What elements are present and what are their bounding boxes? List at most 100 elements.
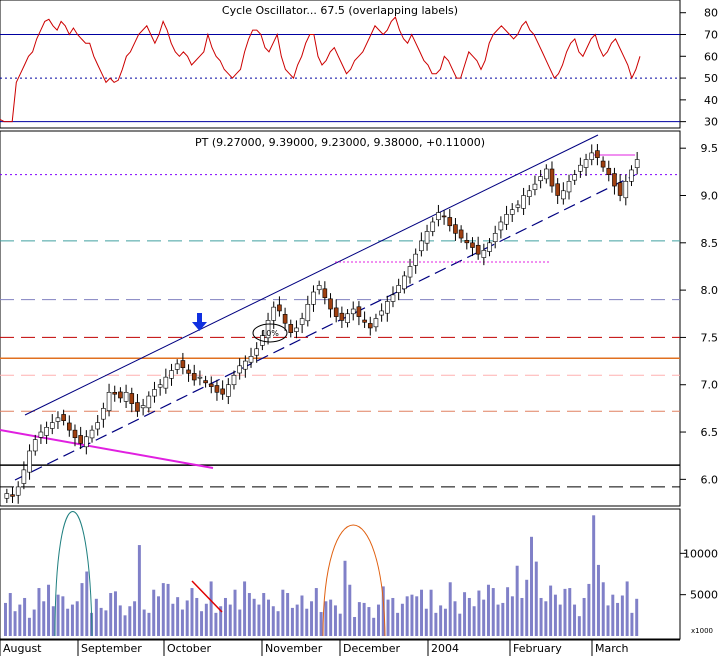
candle-body [373, 318, 379, 328]
y-tick-label: 6.5 [701, 426, 719, 439]
candle-body [55, 417, 61, 422]
volume-bar [630, 612, 634, 636]
volume-bar [429, 589, 433, 636]
candle-body [169, 370, 174, 379]
volume-bar [209, 581, 213, 636]
candle-body [333, 307, 339, 317]
y-tick-label: 30 [704, 116, 718, 129]
arrow-icon [192, 313, 207, 331]
volume-bar [70, 604, 74, 636]
candle-body [15, 486, 21, 496]
volume-bar [23, 597, 27, 636]
volume-bar [362, 602, 366, 636]
volume-bar [295, 604, 299, 636]
y-tick-label: 10000 [683, 547, 718, 560]
candle-body [140, 405, 146, 409]
candle-body [458, 229, 464, 239]
volume-bar [343, 560, 347, 636]
candle-body [32, 439, 38, 452]
candle-body [328, 298, 333, 310]
volume-bar [214, 612, 218, 636]
volume-bar [47, 584, 51, 636]
volume-bar [357, 602, 361, 636]
volume-bar [185, 600, 189, 636]
volume-bar [353, 616, 357, 636]
candle-body [316, 285, 322, 291]
volume-bar [620, 595, 624, 636]
candle-body [174, 363, 180, 370]
candle-body [89, 429, 95, 439]
candle-body [413, 253, 418, 266]
candle-body [106, 391, 112, 411]
candle-body [197, 376, 203, 379]
volume-bar [563, 588, 567, 636]
volume-bar [491, 588, 495, 636]
volume-bar [338, 613, 342, 636]
candlestick-series [4, 144, 640, 504]
candle-body [629, 169, 634, 182]
y-tick-label: 8.5 [701, 237, 719, 250]
volume-bar [420, 589, 424, 636]
candle-body [231, 374, 237, 386]
candle-body [180, 360, 186, 368]
candle-body [203, 380, 208, 384]
month-label: October [167, 642, 211, 655]
volume-bar [482, 599, 486, 636]
price-panel: PT (9.27000, 9.39000, 9.23000, 9.38000, … [0, 130, 681, 507]
candle-body [583, 159, 589, 168]
candle-body [305, 304, 311, 322]
volume-bar [80, 583, 84, 636]
candle-body [634, 159, 640, 168]
candle-body [163, 376, 169, 389]
volume-bar [128, 606, 132, 636]
volume-bar [267, 599, 270, 636]
candle-body [396, 285, 401, 293]
volume-bar [310, 601, 314, 636]
candle-body [208, 383, 214, 387]
candle-body [453, 224, 458, 234]
volume-bar [410, 594, 414, 636]
candle-body [191, 373, 197, 381]
volume-bar [530, 536, 533, 636]
volume-bar [152, 589, 156, 636]
candle-body [424, 231, 430, 244]
volume-bar [109, 593, 113, 636]
candle-body [436, 212, 441, 221]
volume-bar [472, 606, 476, 636]
volume-bar [329, 599, 333, 636]
candle-body [589, 152, 595, 160]
volume-bar [448, 582, 452, 636]
volume-bar [510, 596, 514, 636]
volume-bar [501, 602, 505, 636]
volume-bar [496, 604, 500, 636]
volume-bar [424, 608, 428, 636]
candle-body [441, 215, 447, 218]
candle-body [504, 214, 509, 225]
volume-bar [415, 596, 419, 636]
candle-body [402, 275, 407, 290]
rsi-frame [0, 0, 681, 129]
candle-body [311, 291, 316, 305]
candle-body [487, 242, 492, 252]
volume-bar [606, 605, 610, 636]
rsi-reference-lines [0, 34, 680, 123]
volume-bar [477, 590, 481, 636]
candle-body [407, 266, 413, 278]
volume-bar [133, 601, 137, 636]
volume-bar [348, 584, 352, 636]
candle-body [49, 422, 55, 429]
month-label: September [81, 642, 142, 655]
volume-bar [314, 588, 318, 636]
candle-body [350, 308, 356, 315]
volume-unit-label: x1000 [691, 627, 713, 635]
y-tick-label: 9.0 [701, 190, 719, 203]
volume-bar [534, 561, 538, 636]
volume-bar [37, 588, 41, 636]
volume-bar [434, 612, 438, 636]
y-axes: 30 40 50 60 70 80 6.0 6.5 7.0 7.5 8.0 8.5 9.0 9.5 5000… [680, 7, 718, 602]
candle-body [430, 221, 436, 232]
candle-body [237, 365, 242, 374]
candle-body [521, 195, 526, 209]
candle-body [38, 431, 44, 438]
